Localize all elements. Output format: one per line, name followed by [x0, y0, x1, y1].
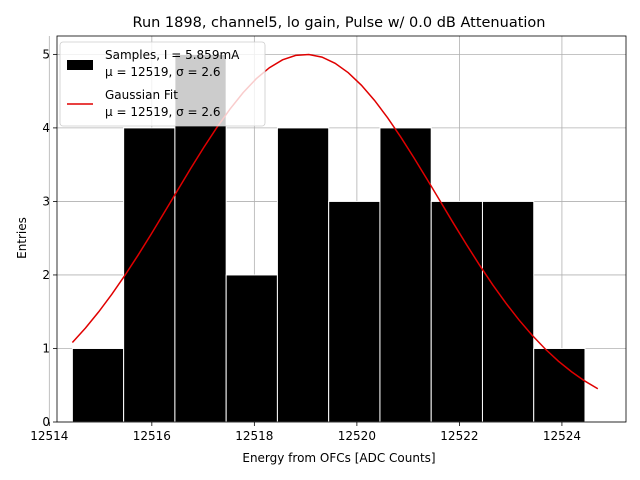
legend-label-samples: Samples, I = 5.859mA — [105, 48, 240, 62]
y-tick-label: 4 — [42, 121, 50, 135]
y-tick-label: 5 — [42, 47, 50, 61]
gaussian-fit-line — [71, 53, 599, 390]
histogram-bar-6 — [328, 200, 381, 423]
histogram-bar-8 — [430, 200, 483, 423]
histogram-bar-5 — [276, 127, 330, 423]
chart-title: Run 1898, channel5, lo gain, Pulse w/ 0.… — [133, 15, 546, 31]
x-tick-label: 12524 — [543, 429, 581, 443]
x-tick-label: 12522 — [440, 429, 478, 443]
histogram-bar-4 — [225, 274, 278, 423]
y-tick-label: 1 — [42, 341, 50, 355]
x-tick-label: 12520 — [338, 429, 376, 443]
histogram-bar-10 — [533, 347, 586, 423]
legend-label-fit: Gaussian Fit — [105, 88, 178, 102]
y-tick-label: 3 — [42, 194, 50, 208]
y-tick-label: 2 — [42, 268, 50, 282]
histogram-bar-9 — [481, 200, 535, 423]
y-axis-ticks: 0 1 2 3 4 5 — [42, 47, 57, 429]
plot-frame — [56, 35, 627, 423]
legend-stats-samples: μ = 12519, σ = 2.6 — [105, 65, 221, 79]
legend: Samples, I = 5.859mA μ = 12519, σ = 2.6 … — [59, 41, 266, 127]
x-axis-title: Energy from OFCs [ADC Counts] — [242, 451, 435, 465]
histogram-bar-7 — [379, 127, 432, 423]
y-tick-label: 0 — [42, 415, 50, 429]
legend-box — [59, 41, 266, 127]
legend-swatch-samples — [67, 60, 93, 70]
x-axis-ticks: 12514 12516 12518 12520 12522 12524 — [30, 422, 581, 443]
legend-stats-fit: μ = 12519, σ = 2.6 — [105, 105, 221, 119]
x-tick-label: 12518 — [235, 429, 273, 443]
x-tick-label: 12514 — [30, 429, 68, 443]
histogram-bar-1 — [71, 347, 125, 423]
x-tick-label: 12516 — [133, 429, 171, 443]
histogram-bar-2 — [123, 127, 176, 423]
y-axis-title: Entries — [15, 217, 29, 259]
